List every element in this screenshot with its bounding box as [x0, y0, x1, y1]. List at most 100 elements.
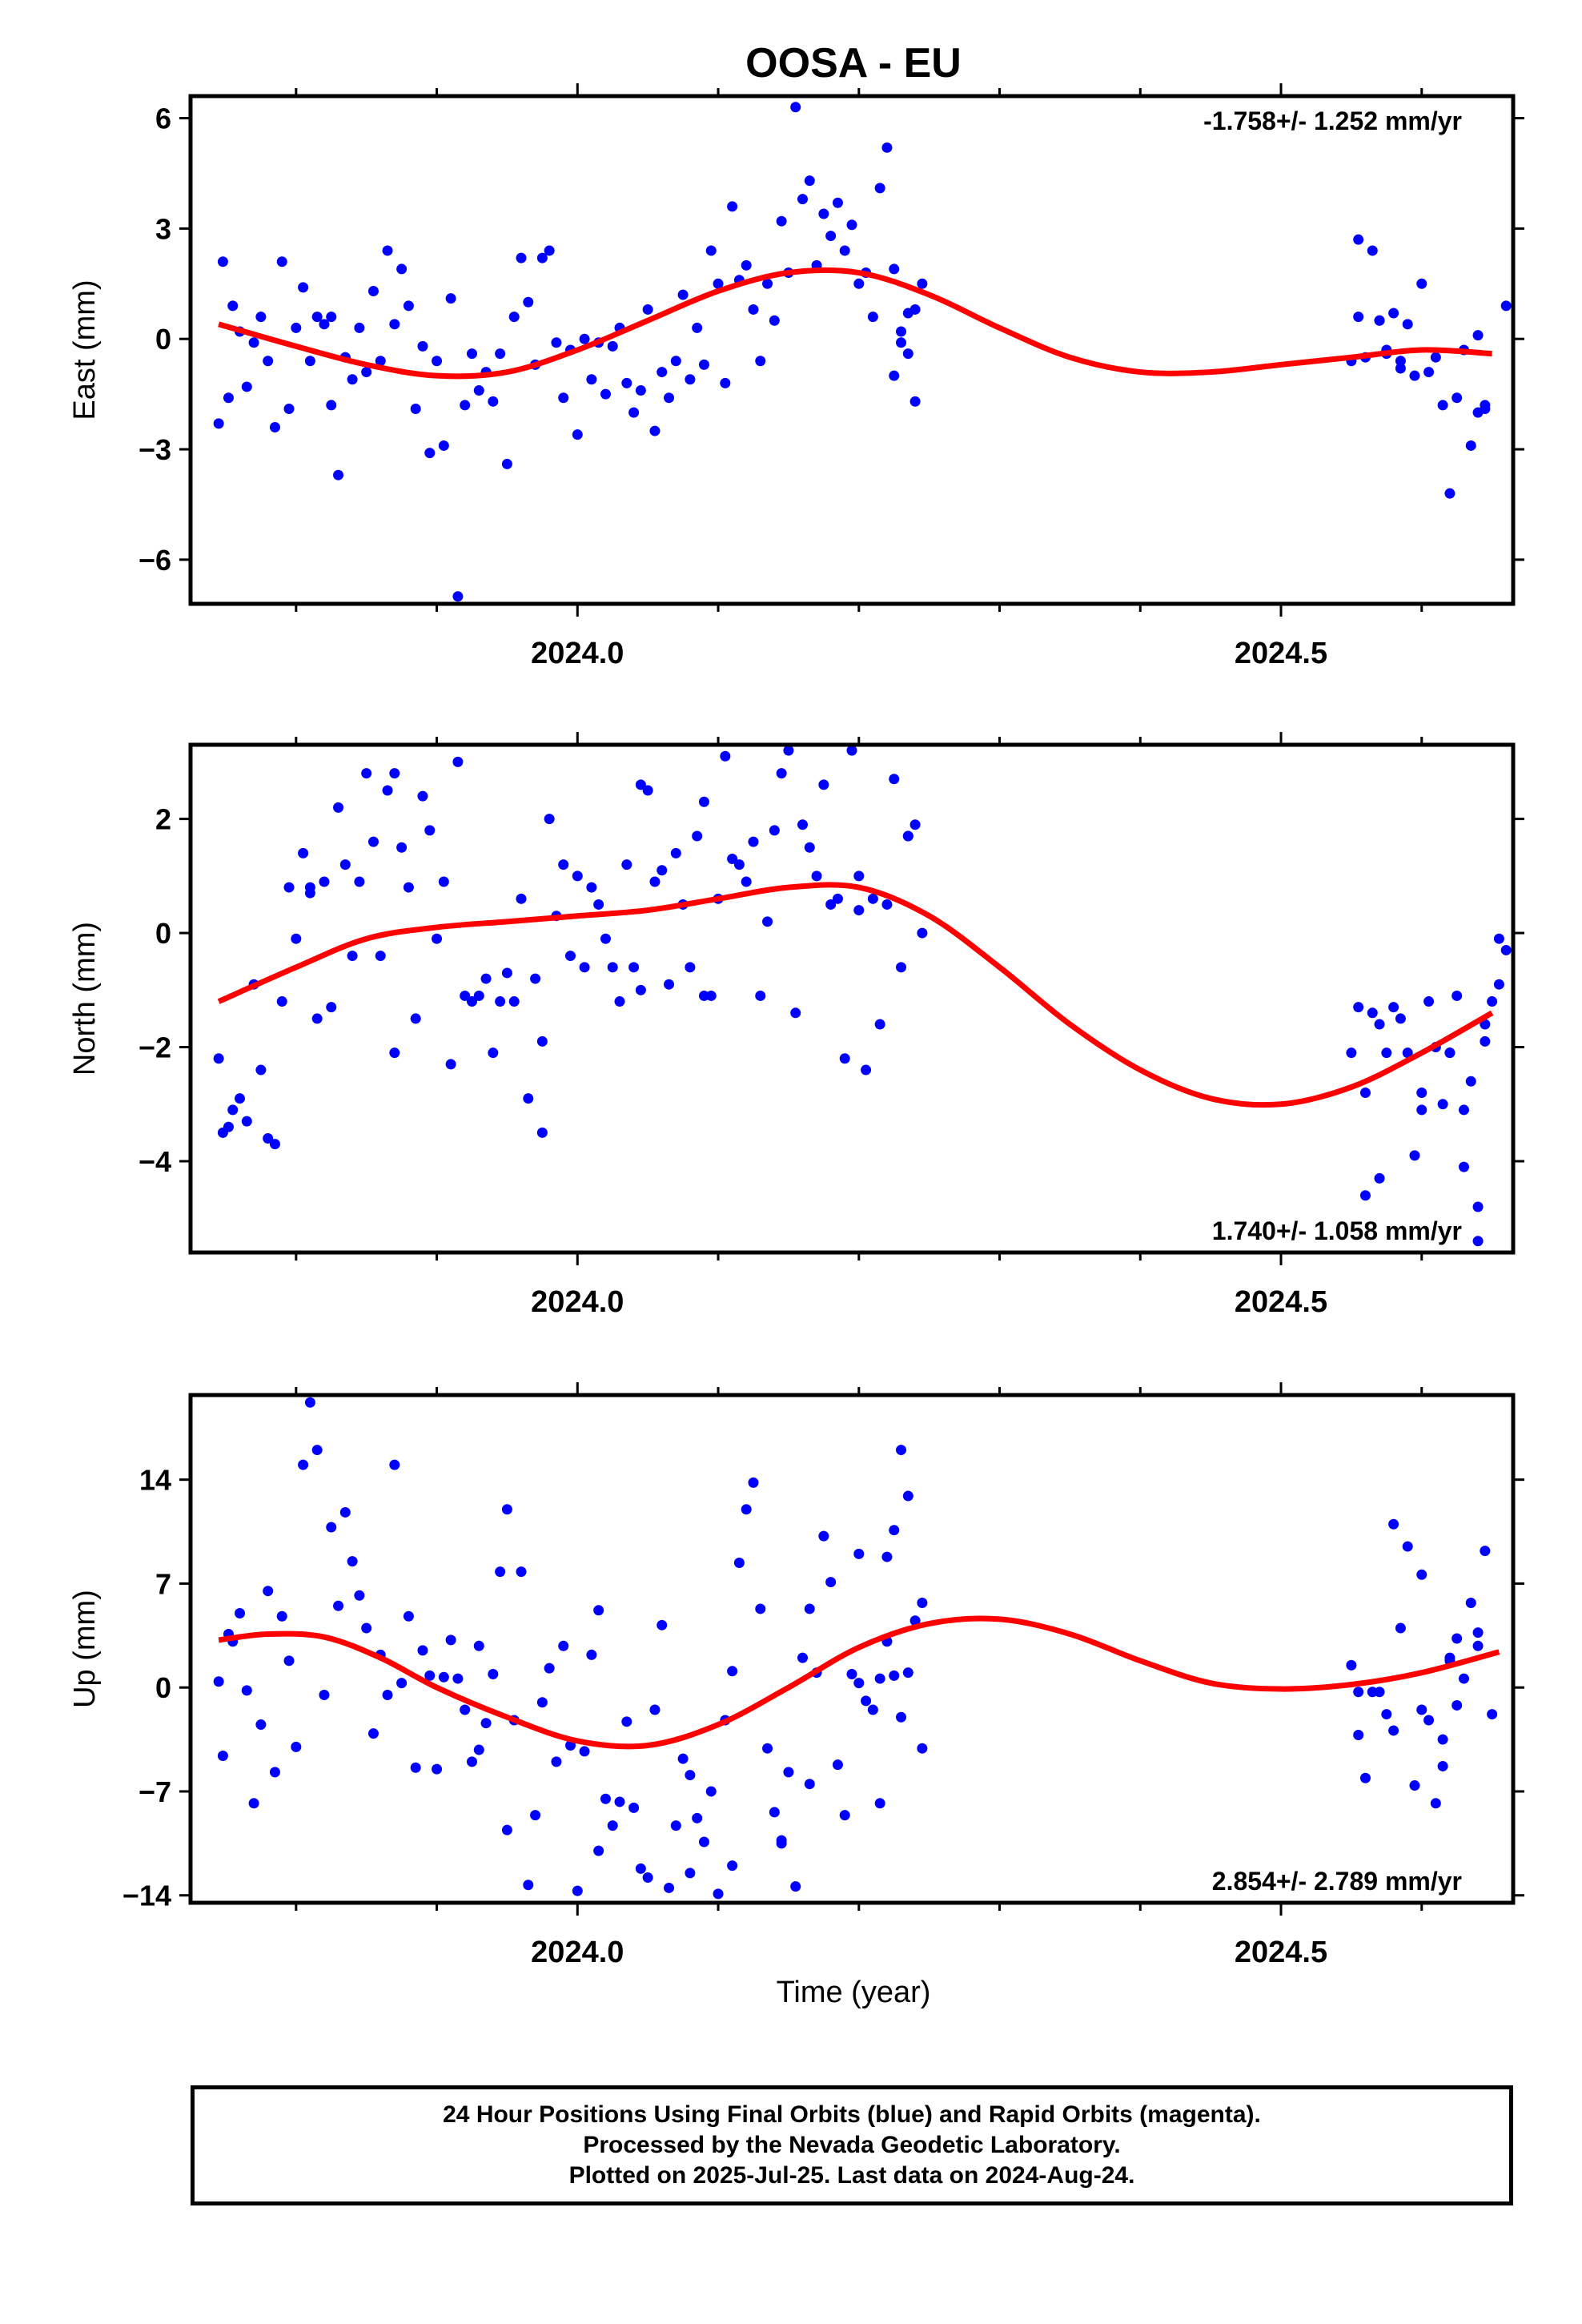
x-tick-label: 2024.0 — [531, 1936, 624, 1969]
data-point — [748, 304, 759, 315]
data-point — [1493, 979, 1504, 990]
data-point — [902, 830, 913, 842]
data-point — [776, 215, 787, 227]
data-point — [649, 1704, 661, 1715]
data-point — [909, 1615, 921, 1626]
x-axis-label: Time (year) — [777, 1976, 931, 2009]
data-point — [1395, 363, 1406, 374]
data-point — [432, 356, 443, 367]
data-point — [1452, 990, 1463, 1001]
data-point — [551, 1756, 562, 1767]
data-point — [818, 208, 829, 219]
data-point — [692, 830, 703, 842]
data-point — [1395, 356, 1406, 367]
data-point — [269, 1767, 280, 1778]
figure-title: OOSA - EU — [745, 40, 962, 86]
data-point — [832, 893, 843, 904]
data-point — [367, 836, 379, 847]
data-point — [1423, 1715, 1435, 1726]
data-point — [410, 404, 421, 415]
data-point — [783, 1767, 794, 1778]
data-point — [579, 962, 590, 973]
data-point — [1374, 1687, 1385, 1698]
x-tick-label: 2024.0 — [531, 1285, 624, 1319]
data-point — [1437, 400, 1448, 411]
data-point — [1359, 1190, 1371, 1201]
data-points — [213, 1397, 1498, 1900]
data-point — [319, 319, 330, 330]
data-point — [1374, 1019, 1385, 1030]
footer-line-2: Processed by the Nevada Geodetic Laborat… — [583, 2132, 1121, 2158]
data-point — [403, 1610, 414, 1622]
data-point — [769, 315, 780, 326]
data-point — [1465, 1076, 1476, 1087]
data-point — [642, 1872, 653, 1883]
data-point — [326, 312, 337, 323]
y-tick-label: −3 — [139, 433, 171, 466]
data-point — [1437, 1099, 1448, 1110]
data-point — [1458, 1104, 1469, 1116]
data-point — [762, 278, 773, 289]
data-point — [762, 916, 773, 927]
data-point — [438, 876, 449, 887]
data-point — [600, 933, 611, 944]
data-point — [263, 356, 274, 367]
footer-info-box: 24 Hour Positions Using Final Orbits (bl… — [191, 2085, 1513, 2205]
data-point — [1437, 1734, 1448, 1745]
data-point — [1353, 1687, 1364, 1698]
data-point — [600, 388, 611, 400]
data-point — [853, 905, 865, 916]
data-point — [1494, 0, 1504, 6]
data-point — [495, 1566, 506, 1578]
data-point — [480, 1718, 492, 1729]
data-point — [333, 469, 344, 480]
data-point — [473, 385, 484, 396]
data-point — [367, 285, 379, 296]
footer-line-1: 24 Hour Positions Using Final Orbits (bl… — [443, 2101, 1261, 2128]
data-point — [692, 322, 703, 333]
data-point — [853, 1548, 865, 1559]
data-point — [396, 842, 408, 853]
plot-frame — [188, 1393, 1516, 1905]
data-point — [853, 870, 865, 882]
data-point — [607, 1820, 618, 1831]
data-point — [389, 1459, 400, 1470]
data-point — [727, 1666, 738, 1677]
data-point — [1452, 392, 1463, 404]
data-point — [333, 1600, 344, 1611]
data-point — [1430, 1798, 1441, 1809]
data-point — [1472, 330, 1484, 341]
data-point — [664, 1882, 675, 1893]
data-point — [319, 1689, 330, 1700]
data-point — [347, 1556, 358, 1567]
data-point — [424, 1670, 436, 1681]
data-point — [536, 252, 548, 263]
data-point — [917, 1743, 928, 1754]
data-point — [223, 1121, 234, 1132]
data-point — [396, 263, 408, 275]
data-point — [628, 407, 640, 418]
data-point — [1402, 1047, 1413, 1059]
data-point — [839, 245, 850, 256]
data-point — [896, 337, 907, 348]
data-point — [1487, 1709, 1498, 1720]
data-point — [607, 962, 618, 973]
data-point — [452, 756, 464, 767]
data-point — [544, 1663, 555, 1674]
data-point — [516, 893, 527, 904]
data-point — [1500, 944, 1512, 955]
data-point — [1472, 1236, 1484, 1247]
data-point — [881, 899, 893, 910]
data-point — [1395, 1013, 1406, 1024]
data-point — [811, 870, 822, 882]
data-point — [579, 1746, 590, 1757]
data-point — [607, 340, 618, 352]
data-point — [593, 1845, 604, 1856]
data-point — [460, 990, 471, 1001]
data-point — [417, 340, 428, 352]
data-point — [460, 400, 471, 411]
data-point — [881, 1551, 893, 1562]
data-point — [685, 962, 696, 973]
data-point — [403, 300, 414, 312]
data-point — [248, 337, 259, 348]
